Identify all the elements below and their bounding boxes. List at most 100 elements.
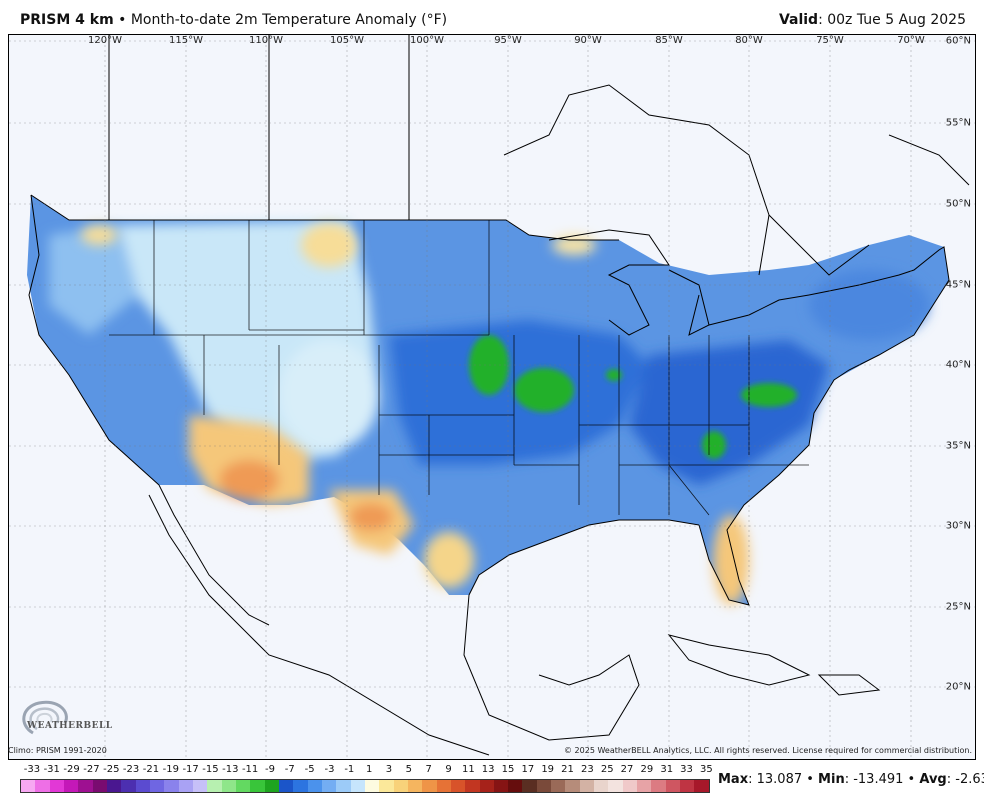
- canada-us-border: [30, 194, 619, 241]
- weatherbell-logo: WEATHERBELL: [13, 695, 112, 745]
- color-scale: -33 -31 -29 -27 -25 -23 -21 -19 -17 -15 -13 -11 -9 -7…: [10, 764, 713, 804]
- montana-warm-patch: [301, 223, 357, 267]
- scale-swatch: [307, 780, 322, 792]
- min-value: : -13.491: [844, 772, 904, 787]
- scale-tick-label: 25: [600, 764, 614, 775]
- state-borders: [109, 220, 809, 516]
- scale-swatch: [278, 780, 294, 792]
- lon-label-85w: 85°W: [655, 35, 683, 46]
- scale-tick-label: -13: [222, 764, 239, 775]
- scale-swatch: [551, 780, 566, 792]
- scale-swatch: [450, 780, 466, 792]
- scale-tick-label: 23: [580, 764, 594, 775]
- appalachian-green-anomaly: [741, 383, 797, 407]
- valid-time: Valid: 00z Tue 5 Aug 2025: [779, 12, 966, 28]
- scale-tick-label: 1: [365, 764, 373, 775]
- scale-swatch: [493, 780, 509, 792]
- coastlines: [28, 35, 970, 756]
- scale-tick-label: 19: [541, 764, 555, 775]
- scale-swatch: [321, 780, 337, 792]
- lon-label-70w: 70°W: [897, 35, 925, 46]
- lon-label-110w: 110°W: [249, 35, 283, 46]
- title-bullet: •: [118, 12, 127, 28]
- scale-swatch: [565, 780, 580, 792]
- scale-swatch: [379, 780, 394, 792]
- max-value: : 13.087: [748, 772, 803, 787]
- scale-swatch: [407, 780, 423, 792]
- scale-tick-label: 7: [425, 764, 432, 775]
- northeast-cool: [809, 270, 929, 340]
- great-lakes-outline: [548, 229, 810, 336]
- scale-tick-label: -9: [264, 764, 275, 775]
- scale-swatch: [121, 780, 136, 792]
- header: PRISM 4 km • Month-to-date 2m Temperatur…: [0, 0, 984, 34]
- baja-outline: [158, 484, 270, 626]
- copyright-note: © 2025 WeatherBELL Analytics, LLC. All r…: [564, 746, 972, 755]
- scale-swatch: [336, 780, 351, 792]
- map-panel[interactable]: 120°W 115°W 110°W 105°W 100°W 95°W 90°W …: [8, 34, 976, 760]
- lon-label-100w: 100°W: [410, 35, 444, 46]
- lat-label-25n: 25°N: [945, 601, 971, 613]
- scale-swatch: [135, 780, 150, 792]
- lon-label-80w: 80°W: [735, 35, 763, 46]
- mexico-outline: [148, 494, 640, 756]
- map-title: PRISM 4 km • Month-to-date 2m Temperatur…: [20, 12, 447, 28]
- scale-tick-label: 9: [445, 764, 452, 775]
- stats-separator-2: •: [903, 772, 920, 787]
- east-coast-outline: [698, 246, 950, 606]
- scale-tick-label: -25: [103, 764, 120, 775]
- lat-label-35n: 35°N: [945, 440, 971, 452]
- scale-swatch: [522, 780, 537, 792]
- min-label: Min: [818, 772, 845, 787]
- scale-swatch: [393, 780, 408, 792]
- scale-swatch: [264, 780, 279, 792]
- scale-tick-label: 11: [461, 764, 475, 775]
- scale-swatch: [536, 780, 552, 792]
- stats-separator-1: •: [802, 772, 819, 787]
- scale-tick-label: -1: [344, 764, 355, 775]
- canada-outline: [108, 35, 970, 276]
- scale-tick-label: -11: [241, 764, 259, 775]
- scale-swatch: [350, 780, 365, 792]
- scale-tick-label: 31: [660, 764, 674, 775]
- scale-swatch: [680, 780, 695, 792]
- scale-swatch: [465, 780, 480, 792]
- scale-swatch: [422, 780, 437, 792]
- new-mexico-light: [279, 340, 379, 450]
- scale-swatch: [479, 780, 494, 792]
- scale-swatch: [694, 780, 709, 792]
- scale-tick-label: 27: [620, 764, 634, 775]
- weatherbell-swirl-icon: [22, 700, 68, 735]
- scale-tick-label: 35: [700, 764, 713, 775]
- anomaly-map[interactable]: [9, 35, 976, 760]
- lat-label-55n: 55°N: [945, 117, 971, 129]
- scale-swatch: [192, 780, 208, 792]
- model-name: PRISM 4 km: [20, 12, 114, 28]
- lat-label-50n: 50°N: [945, 198, 971, 210]
- arizona-warm-core: [219, 460, 279, 500]
- scale-tick-label: -19: [162, 764, 179, 775]
- scale-swatch: [594, 780, 609, 792]
- missouri-green-anomaly: [514, 368, 574, 412]
- scale-tick-label: 33: [680, 764, 693, 775]
- gulf-coast-outline: [468, 519, 700, 596]
- scale-swatch: [665, 780, 681, 792]
- scale-tick-label: -31: [43, 764, 60, 775]
- scale-swatch: [637, 780, 652, 792]
- lon-label-75w: 75°W: [816, 35, 844, 46]
- scale-tick-label: -27: [83, 764, 100, 775]
- scale-swatch: [364, 780, 380, 792]
- lat-label-30n: 30°N: [945, 520, 971, 532]
- valid-value: : 00z Tue 5 Aug 2025: [818, 12, 966, 28]
- southeast-deep-cool: [629, 340, 829, 485]
- scale-swatch: [608, 780, 623, 792]
- lon-label-105w: 105°W: [330, 35, 364, 46]
- scale-swatch: [178, 780, 193, 792]
- lat-label-45n: 45°N: [945, 279, 971, 291]
- scale-swatch: [622, 780, 638, 792]
- scale-swatch: [207, 780, 222, 792]
- scale-tick-label: -17: [182, 764, 199, 775]
- scale-tick-label: 13: [481, 764, 495, 775]
- scale-tick-label: 5: [405, 764, 413, 775]
- scale-tick-label: 17: [521, 764, 535, 775]
